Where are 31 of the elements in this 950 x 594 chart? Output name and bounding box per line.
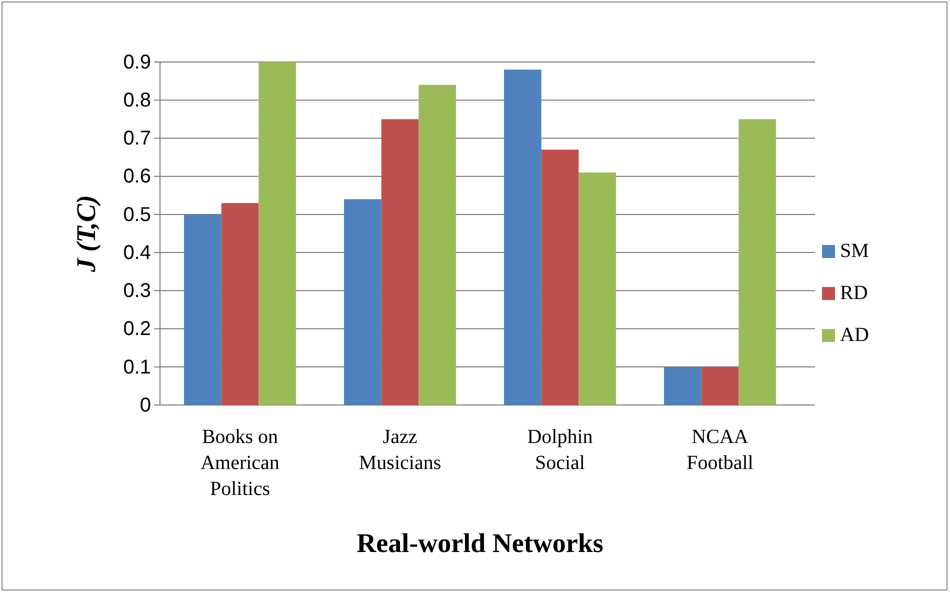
bar [381, 119, 419, 405]
y-tick-label: 0.4 [123, 242, 151, 264]
legend-label: SM [840, 240, 870, 262]
bar [504, 70, 542, 405]
legend-label: RD [840, 282, 868, 304]
x-tick-label: Dolphin Social [527, 426, 593, 474]
bar [738, 119, 776, 405]
x-axis-title: Real-world Networks [356, 528, 604, 558]
y-tick-label: 0.7 [123, 128, 151, 150]
y-tick-label: 0.3 [123, 280, 151, 302]
bar [418, 84, 456, 405]
x-tick-label: NCAA Football [686, 426, 754, 474]
y-tick-label: 0.6 [123, 166, 151, 188]
bar [578, 172, 616, 405]
y-tick-label: 0 [140, 394, 151, 416]
bar [221, 203, 259, 405]
bar [184, 214, 222, 405]
y-tick-label: 0.1 [123, 356, 151, 378]
y-tick-label: 0.8 [123, 90, 151, 112]
x-tick-label: Jazz Musicians [358, 426, 442, 474]
bar [344, 199, 382, 405]
legend-label: AD [840, 324, 869, 346]
x-tick-label: Books on American Politics [200, 426, 280, 500]
y-tick-label: 0.9 [123, 51, 151, 74]
bar [258, 62, 296, 405]
bar [664, 366, 702, 405]
y-tick-label: 0.2 [123, 318, 151, 340]
y-axis-title: J (T,C) [71, 194, 101, 274]
y-tick-label: 0.5 [123, 204, 151, 226]
bar [541, 150, 579, 405]
bar [701, 366, 739, 405]
